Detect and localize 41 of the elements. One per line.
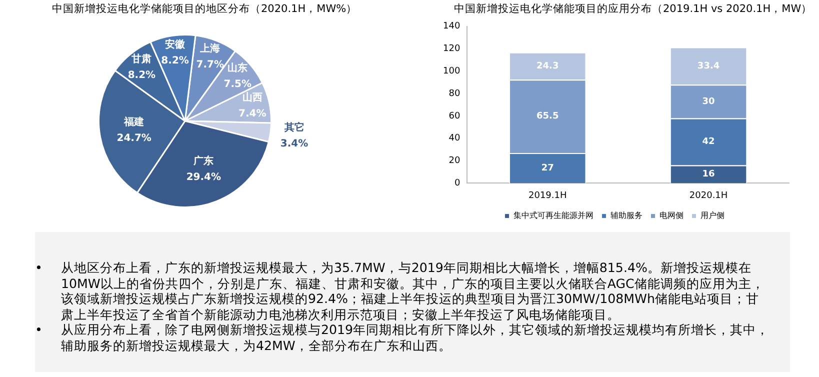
data-label: 24.3 bbox=[536, 61, 559, 72]
y-tick-label: 80 bbox=[448, 88, 460, 99]
data-label: 16 bbox=[702, 170, 715, 180]
data-label: 3.4% bbox=[280, 138, 308, 150]
data-label: 7.7% bbox=[196, 59, 224, 70]
data-label: 65.5 bbox=[536, 112, 559, 122]
text: • 从地区分布上看，广东的新增投运规模最大，为35.7MW，与2019年同期相比大幅增长，增幅815.4%。新增投运规模在10MW以上的省份共四个，分别是广东、福建、甘肃和安徽。其中，广东的项目主要以火储联合AGC储能调频的应用为主，该领域新增投运规模占广东新增投运规模的92.4%；福建上半年投运的典型项目为晋江30MW/108MWh储能电站项目；甘肃上半年投运了全省首个新能源动力电池梯次利用示范项目；安徽上半年投运了风电场储能项目。 bbox=[35, 260, 764, 322]
chart-title: 中国新增投运电化学储能项目的地区分布（2020.1H，MW%） bbox=[52, 2, 358, 16]
slice-label: 甘肃 bbox=[130, 52, 152, 65]
data-label: 42 bbox=[702, 137, 715, 148]
data-label: 29.4% bbox=[186, 172, 222, 183]
data-label: 8.2% bbox=[128, 70, 156, 81]
slice-label: 福建 bbox=[123, 116, 144, 128]
slice-label: 上海 bbox=[199, 42, 220, 54]
data-label: 8.2% bbox=[161, 55, 189, 66]
y-tick-label: 100 bbox=[442, 66, 460, 77]
chart-title: 中国新增投运电化学储能项目的应用分布（2019.1H vs 2020.1H，MW） bbox=[454, 2, 812, 16]
x-tick-label: 2020.1H bbox=[689, 190, 728, 201]
y-tick-label: 40 bbox=[448, 134, 460, 144]
slice-label: 山西 bbox=[242, 92, 262, 104]
slice-label: 其它 bbox=[283, 121, 304, 134]
y-tick-label: 20 bbox=[448, 156, 460, 166]
data-label: 7.4% bbox=[238, 108, 266, 120]
y-tick-label: 120 bbox=[442, 44, 460, 54]
slice-label: 山东 bbox=[228, 62, 248, 74]
slice-label: 安徽 bbox=[165, 38, 186, 50]
text: • 从应用分布上看，除了电网侧新增投运规模与2019年同期相比有所下降以外，其它领域的新增投运规模均有所增长，其中，辅助服务的新增投运规模最大，为42MW，全部分布在广东和山西。 bbox=[35, 322, 770, 352]
y-tick-label: 60 bbox=[448, 111, 460, 122]
legend-label: 用户侧 bbox=[700, 211, 724, 220]
y-tick-label: 0 bbox=[454, 178, 460, 189]
legend-label: 辅助服务 bbox=[610, 211, 642, 220]
data-label: 30 bbox=[702, 96, 715, 107]
data-label: 24.7% bbox=[116, 132, 152, 144]
y-tick-label: 140 bbox=[442, 22, 460, 32]
slice-label: 广东 bbox=[192, 154, 214, 167]
data-label: 33.4 bbox=[697, 61, 720, 72]
legend-label: 集中式可再生能源并网 bbox=[514, 211, 594, 220]
x-tick-label: 2019.1H bbox=[528, 190, 567, 201]
data-label: 7.5% bbox=[224, 78, 252, 90]
legend-label: 电网侧 bbox=[660, 211, 684, 220]
data-label: 27 bbox=[541, 163, 554, 174]
